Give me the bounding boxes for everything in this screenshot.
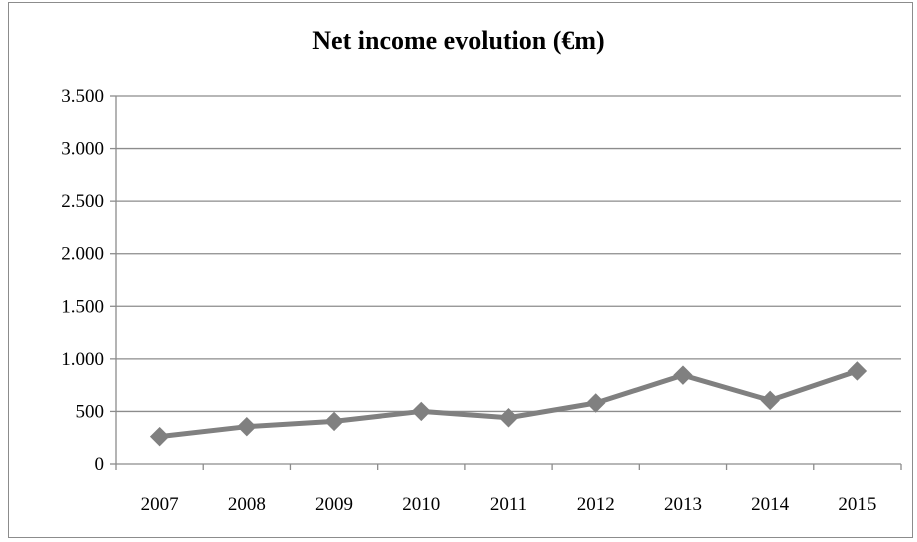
y-tick-label: 1.500 [61, 296, 104, 317]
data-point-marker [237, 416, 257, 437]
y-tick-label: 2.500 [61, 191, 104, 212]
x-tick-label: 2013 [664, 494, 702, 515]
data-point-marker [847, 361, 868, 381]
data-point-marker [498, 408, 519, 428]
gridlines [116, 95, 901, 413]
chart-frame [8, 2, 913, 538]
x-tick-label: 2008 [228, 494, 266, 515]
x-axis-tick-labels: 2007 2008 2009 2010 2011 2012 2013 2014 2015 [141, 494, 877, 515]
y-axis-tick-labels: 0 500 1.000 1.500 2.000 2.500 3.000 3.500 [61, 86, 104, 475]
y-tick-label: 500 [76, 401, 105, 422]
y-tick-label: 3.000 [61, 139, 104, 160]
y-tick-label: 2.000 [61, 244, 104, 265]
x-tick-label: 2010 [402, 494, 440, 515]
x-tick-label: 2007 [141, 494, 179, 515]
y-tick-label: 1.000 [61, 349, 104, 370]
data-point-marker [586, 393, 606, 413]
data-point-marker [673, 365, 693, 385]
x-tick-label: 2014 [751, 494, 790, 515]
y-tick-label: 0 [95, 454, 105, 475]
x-tick-label: 2012 [577, 494, 615, 515]
chart-title: Net income evolution (€m) [312, 26, 605, 55]
data-point-marker [760, 390, 780, 411]
x-tick-label: 2015 [838, 494, 876, 515]
x-tick-label: 2011 [490, 494, 527, 515]
x-tick-label: 2009 [315, 494, 353, 515]
data-point-marker [149, 426, 170, 447]
series-group [149, 361, 868, 447]
axes [110, 95, 902, 470]
data-point-marker [324, 411, 344, 432]
data-point-marker [411, 401, 431, 422]
y-tick-label: 3.500 [61, 86, 104, 107]
